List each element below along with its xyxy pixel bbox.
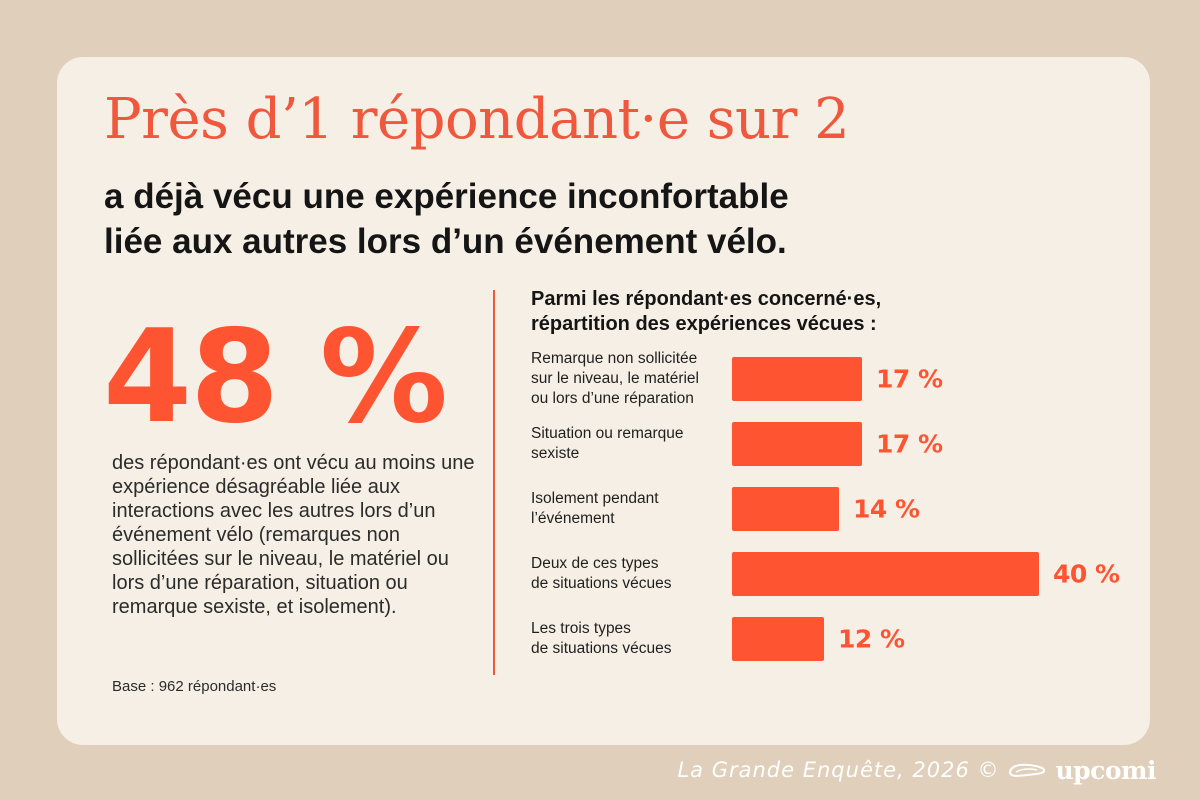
- key-stat-value: 48 %: [103, 303, 448, 452]
- bar-row: Les trois types de situations vécues 12 %: [531, 609, 1131, 669]
- footer-credit: La Grande Enquête, 2026 ©: [677, 758, 1000, 782]
- footer-brand: upcomi: [1055, 755, 1156, 785]
- subheadline: a déjà vécu une expérience inconfortable…: [104, 174, 1024, 264]
- infographic-card: [57, 57, 1150, 745]
- key-stat-description: des répondant·es ont vécu au moins une e…: [112, 452, 475, 618]
- bar-value-label: 12 %: [838, 624, 905, 654]
- bar-category-label: Les trois types de situations vécues: [531, 620, 672, 657]
- footer: La Grande Enquête, 2026 © upcomi: [677, 752, 1156, 788]
- chart-title-line-1: Parmi les répondant·es concerné·es,: [531, 288, 882, 310]
- bar-category-label: Deux de ces types de situations vécues: [531, 555, 672, 592]
- bar-row: Deux de ces types de situations vécues 40…: [531, 544, 1131, 604]
- bar-category-label: Isolement pendant l’événement: [531, 490, 659, 527]
- bar-category-label: Situation ou remarque sexiste: [531, 425, 684, 462]
- chart-title-line-2: répartition des expériences vécues :: [531, 313, 877, 335]
- subheadline-line-1: a déjà vécu une expérience inconfortable: [104, 177, 789, 216]
- chart-title: Parmi les répondant·es concerné·es, répa…: [531, 287, 971, 337]
- bar: [732, 422, 862, 466]
- vertical-divider: [493, 290, 495, 675]
- subheadline-line-2: liée aux autres lors d’un événement vélo…: [104, 222, 787, 261]
- bar: [732, 487, 839, 531]
- bar: [732, 617, 824, 661]
- bar-value-label: 40 %: [1053, 559, 1120, 589]
- bicycle-saddle-icon: [1009, 763, 1046, 777]
- bar-value-label: 17 %: [876, 429, 943, 459]
- bar-value-label: 17 %: [876, 364, 943, 394]
- bar: [732, 357, 862, 401]
- bar-category-label: Remarque non sollicitée sur le niveau, l…: [531, 350, 699, 407]
- bar-row: Remarque non sollicitée sur le niveau, l…: [531, 349, 1131, 409]
- base-note: Base : 962 répondant·es: [112, 678, 277, 695]
- headline: Près d’1 répondant·e sur 2: [104, 87, 850, 152]
- bar-row: Isolement pendant l’événement 14 %: [531, 479, 1131, 539]
- bar: [732, 552, 1039, 596]
- bar-value-label: 14 %: [853, 494, 920, 524]
- bar-row: Situation ou remarque sexiste 17 %: [531, 414, 1131, 474]
